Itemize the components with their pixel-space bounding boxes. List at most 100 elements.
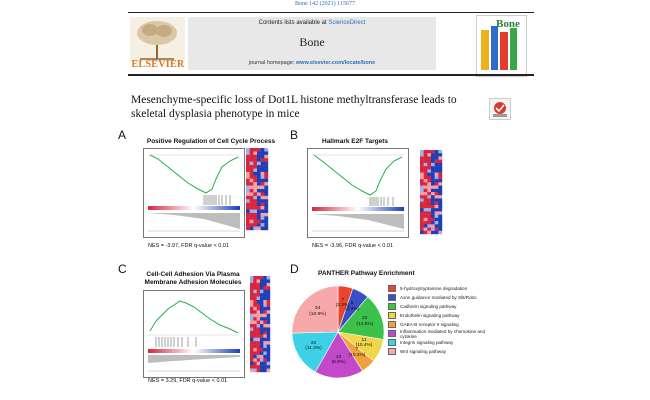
- heatmap-cell: [253, 348, 257, 352]
- journal-citation[interactable]: Bone 142 (2021) 115677: [295, 1, 355, 7]
- heatmap-cell: [249, 206, 254, 210]
- heatmap-cell: [264, 212, 269, 217]
- heatmap-cell: [427, 192, 432, 196]
- heatmap-cell: [434, 195, 439, 199]
- heatmap-cell: [431, 175, 435, 180]
- heatmap-cell: [434, 175, 439, 180]
- heatmap-cell: [253, 216, 258, 220]
- heatmap-cell: [263, 351, 267, 356]
- sciencedirect-link[interactable]: ScienceDirect: [328, 20, 366, 26]
- heatmap-cell: [266, 348, 271, 352]
- heatmap-cell: [260, 293, 264, 297]
- heatmap-cell: [264, 223, 269, 227]
- heatmap-cell: [246, 161, 250, 166]
- heatmap-cell: [266, 324, 271, 328]
- heatmap-cell: [260, 351, 264, 356]
- header-rule-top: [128, 12, 534, 13]
- heatmap-cell: [264, 226, 269, 231]
- heatmap-cell: [420, 169, 424, 173]
- heatmap-cell: [249, 223, 254, 227]
- heatmap-cell: [423, 192, 428, 196]
- legend-item: GABA-B receptor II signaling: [388, 320, 498, 329]
- heatmap-cell: [256, 293, 261, 297]
- heatmap-cell: [438, 182, 443, 186]
- heatmap-cell: [249, 165, 254, 169]
- heatmap-cell: [263, 300, 267, 304]
- heatmap-cell: [260, 148, 265, 152]
- heatmap-cell: [257, 202, 261, 207]
- heatmap-cell: [420, 159, 424, 164]
- heatmap-cell: [250, 368, 254, 373]
- heatmap-cell: [257, 171, 261, 176]
- heatmap-cell: [431, 221, 435, 225]
- homepage-link[interactable]: www.elsevier.com/locate/bone: [295, 60, 376, 66]
- heatmap-cell: [246, 154, 250, 159]
- heatmap-cell: [266, 303, 271, 308]
- legend-label: 5-hydroxytryptamine degradation: [400, 286, 468, 291]
- heatmap-cell: [423, 214, 428, 219]
- heatmap-cell: [263, 348, 267, 352]
- heatmap-cell: [427, 227, 432, 231]
- heatmap-cell: [434, 221, 439, 225]
- heatmap-cell: [438, 185, 443, 189]
- heatmap-cell: [423, 175, 428, 180]
- heatmap-cell: [260, 185, 265, 190]
- panther-pie-chart: [291, 285, 385, 379]
- heatmap-cell: [246, 223, 250, 227]
- pie-slice-label: 23 (8.9%): [331, 354, 346, 366]
- heatmap-cell: [438, 230, 443, 235]
- heatmap-cell: [256, 310, 261, 314]
- legend-swatch: [388, 303, 396, 310]
- legend-label: Endothelin signaling pathway: [400, 313, 460, 318]
- heatmap-cell: [420, 182, 424, 186]
- heatmap-cell: [264, 216, 269, 220]
- heatmap-cell: [257, 168, 261, 173]
- journal-cover-image[interactable]: [476, 15, 527, 77]
- heatmap-cell: [253, 171, 258, 176]
- heatmap-cell: [249, 171, 254, 176]
- heatmap-cell: [431, 172, 435, 177]
- heatmap-cell: [438, 224, 443, 228]
- pie-slice-label: 22 (14.5%): [356, 316, 374, 327]
- panel-a-heatmap: [246, 148, 276, 236]
- heatmap-cell: [260, 276, 264, 280]
- heatmap-cell: [423, 211, 428, 215]
- heatmap-cell: [253, 185, 258, 190]
- heatmap-cell: [423, 166, 428, 170]
- heatmap-cell: [431, 159, 435, 164]
- heatmap-cell: [423, 208, 428, 212]
- heatmap-cell: [427, 208, 432, 212]
- heatmap-cell: [263, 279, 267, 284]
- heatmap-cell: [250, 341, 254, 345]
- heatmap-cell: [260, 199, 265, 203]
- heatmap-cell: [253, 199, 258, 203]
- heatmap-cell: [257, 185, 261, 190]
- heatmap-cell: [427, 221, 432, 225]
- heatmap-cell: [256, 368, 261, 373]
- heatmap-cell: [250, 327, 254, 332]
- heatmap-cell: [250, 282, 254, 287]
- heatmap-cell: [266, 320, 271, 325]
- heatmap-cell: [250, 303, 254, 308]
- legend-item: Inflammation mediated by chemokine and c…: [388, 329, 498, 339]
- heatmap-cell: [264, 165, 269, 169]
- heatmap-cell: [438, 153, 443, 157]
- heatmap-cell: [420, 221, 424, 225]
- heatmap-cell: [253, 168, 258, 173]
- heatmap-cell: [263, 334, 267, 338]
- heatmap-cell: [266, 334, 271, 338]
- heatmap-cell: [249, 154, 254, 159]
- heatmap-cell: [263, 293, 267, 297]
- heatmap-cell: [256, 320, 261, 325]
- heatmap-cell: [423, 153, 428, 157]
- heatmap-cell: [266, 344, 271, 349]
- heatmap-cell: [253, 344, 257, 349]
- heatmap-cell: [420, 195, 424, 199]
- heatmap-cell: [427, 224, 432, 228]
- heatmap-cell: [253, 320, 257, 325]
- heatmap-cell: [250, 337, 254, 342]
- heatmap-cell: [263, 310, 267, 314]
- check-for-updates-icon[interactable]: [489, 98, 511, 120]
- heatmap-cell: [427, 175, 432, 180]
- heatmap-cell: [256, 313, 261, 318]
